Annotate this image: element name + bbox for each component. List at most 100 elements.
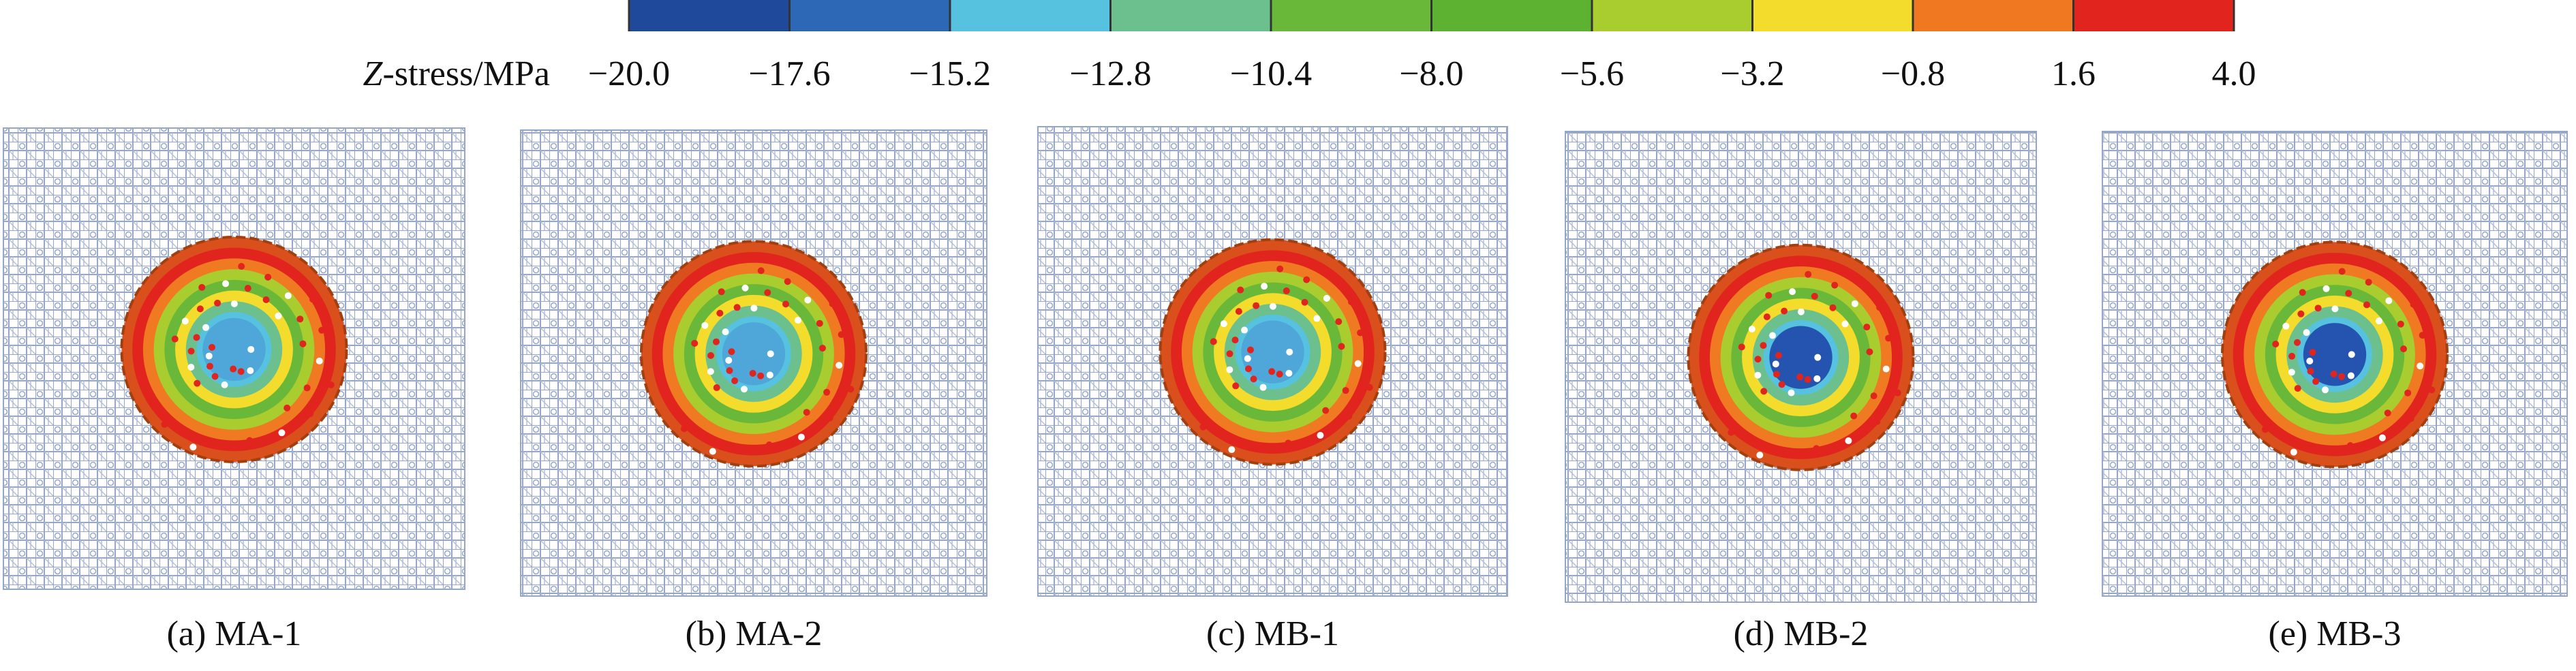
stress-speck: [2410, 300, 2417, 308]
stress-speck: [278, 429, 286, 437]
stress-speck: [1357, 329, 1364, 337]
stress-speck: [823, 388, 831, 396]
stress-speck: [1841, 320, 1849, 328]
stress-speck: [784, 278, 791, 285]
stress-speck: [205, 352, 213, 360]
stress-speck: [1231, 337, 1239, 344]
colorbar-label-italic: Z: [363, 54, 384, 93]
stress-speck: [2309, 349, 2316, 356]
colorbar-segment: [1271, 0, 1432, 31]
stress-speck: [1246, 346, 1254, 354]
stress-speck: [1276, 265, 1284, 272]
stress-speck: [2306, 357, 2314, 364]
stress-speck: [1303, 276, 1310, 283]
stress-speck: [2312, 378, 2320, 386]
stress-speck: [757, 267, 765, 275]
stress-speck: [765, 441, 773, 449]
stress-speck: [1870, 392, 1877, 400]
stress-speck: [1831, 281, 1839, 289]
colorbar-tick-label: −0.8: [1881, 54, 1945, 93]
stress-speck: [829, 300, 836, 307]
stress-speck: [2272, 341, 2280, 348]
stress-speck: [1748, 326, 1755, 333]
stress-speck: [2338, 373, 2346, 380]
stress-speck: [2322, 386, 2329, 394]
stress-speck: [222, 280, 230, 287]
stress-speck: [2347, 372, 2355, 379]
colorbar-tick-label: −12.8: [1069, 54, 1151, 93]
stress-speck: [2314, 305, 2322, 312]
stress-speck: [211, 373, 219, 380]
stress-speck: [1276, 371, 1283, 378]
stress-speck: [1226, 366, 1233, 373]
colorbar-tick-label: −15.2: [909, 54, 991, 93]
stress-speck: [749, 369, 756, 377]
stress-speck: [1804, 376, 1811, 384]
stress-speck: [1728, 428, 1735, 436]
stress-speck: [797, 433, 805, 441]
stress-speck: [2384, 409, 2391, 417]
stress-speck: [2288, 369, 2295, 376]
stress-speck: [238, 262, 245, 270]
stress-speck: [316, 357, 323, 364]
stress-speck: [1338, 343, 1345, 350]
stress-speck: [237, 368, 245, 375]
stress-speck: [214, 299, 221, 307]
stress-speck: [1283, 287, 1290, 294]
stress-speck: [1813, 375, 1821, 382]
colorbar-tick-label: 4.0: [2212, 54, 2256, 93]
stress-speck: [1789, 288, 1796, 296]
stress-speck: [1268, 368, 1276, 375]
stress-speck: [2407, 415, 2414, 422]
stress-speck: [835, 362, 843, 369]
stress-speck: [193, 334, 200, 341]
stress-speck: [764, 289, 771, 296]
stress-speck: [2261, 426, 2269, 433]
stress-speck: [2299, 289, 2306, 296]
stress-speck: [1285, 439, 1292, 447]
stress-speck: [1235, 308, 1242, 315]
stress-speck: [196, 305, 204, 313]
stress-speck: [1863, 324, 1871, 331]
stress-speck: [2345, 290, 2352, 297]
stress-speck: [1210, 338, 1217, 345]
stress-speck: [1313, 315, 1321, 322]
stress-speck: [1781, 307, 1788, 315]
stress-speck: [1882, 365, 1890, 373]
stress-speck: [1829, 304, 1837, 311]
stress-speck: [208, 343, 215, 351]
stress-speck: [728, 348, 735, 356]
panel-caption: (b) MA-2: [686, 614, 823, 653]
colorbar-segment: [1110, 0, 1271, 31]
stress-speck: [1342, 387, 1349, 394]
stress-speck: [2375, 317, 2382, 325]
stress-speck: [206, 362, 213, 370]
stress-speck: [741, 386, 748, 393]
stress-speck: [1335, 318, 1343, 326]
stress-speck: [247, 345, 255, 353]
stress-speck: [189, 443, 197, 451]
stress-speck: [247, 367, 254, 375]
colorbar-segment: [1913, 0, 2074, 31]
stress-speck: [2399, 345, 2407, 353]
stress-speck: [722, 328, 729, 336]
colorbar-label: Z-stress/MPa: [363, 54, 550, 93]
colorbar-tick-label: −10.4: [1230, 54, 1312, 93]
stress-speck: [1876, 304, 1884, 311]
stress-speck: [1760, 342, 1767, 349]
stress-speck: [2428, 386, 2436, 394]
stress-speck: [194, 379, 201, 387]
stress-speck: [767, 350, 774, 358]
stress-speck: [701, 322, 709, 329]
colorbar-segment: [1752, 0, 1913, 31]
stress-speck: [2293, 339, 2301, 346]
stress-speck: [804, 296, 812, 304]
stress-speck: [1845, 437, 1852, 445]
stress-speck: [1754, 371, 1762, 379]
stress-speck: [230, 300, 238, 307]
stress-speck: [1775, 352, 1782, 359]
stress-speck: [1756, 452, 1764, 459]
stress-speck: [741, 284, 749, 292]
stress-speck: [187, 364, 195, 371]
panel-caption: (e) MB-3: [2269, 614, 2402, 653]
